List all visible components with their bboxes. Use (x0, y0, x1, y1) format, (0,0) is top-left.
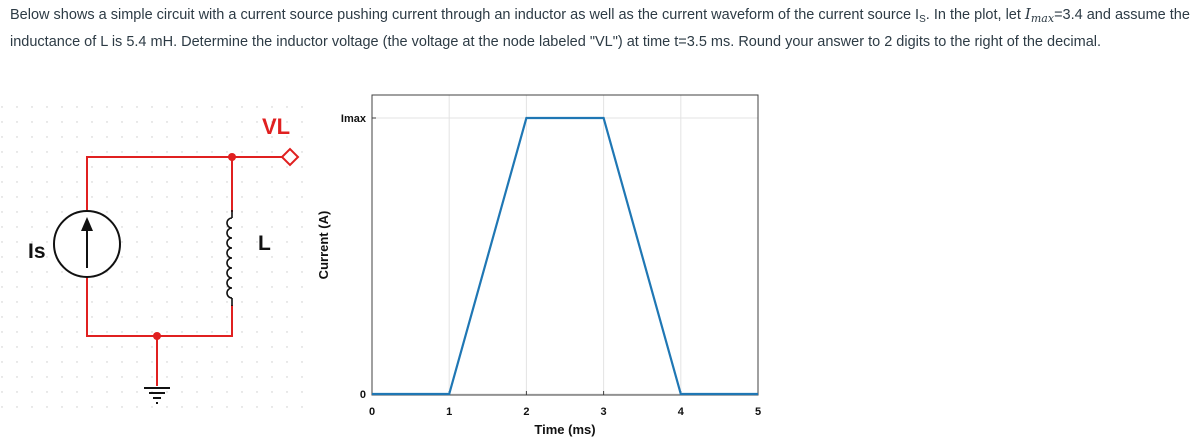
x-tick-label: 3 (601, 406, 607, 418)
plot-grid (371, 95, 759, 395)
junction-dot-bottom (153, 332, 161, 340)
x-tick-label: 2 (523, 406, 529, 418)
current-source (53, 210, 121, 278)
question-text: Below shows a simple circuit with a curr… (10, 3, 1195, 53)
x-tick-label: 1 (446, 406, 452, 418)
inductor (226, 210, 233, 306)
node-label: VL (262, 114, 290, 139)
question-part-3: and assume the inductance of L is 5.4 mH… (10, 7, 1190, 50)
y-tick-label: Imax (341, 113, 367, 125)
y-ticks: 0 Imax (341, 113, 376, 401)
imax-value: =3.4 (1054, 7, 1083, 23)
plot-axes-box (371, 94, 759, 396)
imax-subscript: max (1030, 12, 1055, 25)
source-arrow-head (81, 217, 93, 231)
wire-top (86, 156, 283, 210)
x-axis-label: Time (ms) (534, 422, 595, 437)
imax-symbol: I (1024, 5, 1031, 23)
question-part-2: . In the plot, let (925, 7, 1025, 23)
source-label: Is (28, 240, 46, 263)
vl-port-icon (280, 147, 300, 167)
current-waveform-plot: 0 1 2 3 4 5 0 Imax Current (A) Time (ms) (316, 94, 761, 437)
inductor-label: L (258, 232, 271, 255)
junction-dot-top (228, 153, 236, 161)
y-axis-label: Current (A) (316, 211, 331, 280)
ground-icon (144, 387, 170, 404)
schematic-grid (0, 95, 305, 420)
source-subscript: S (919, 14, 926, 25)
series-line (372, 116, 758, 396)
x-tick-label: 5 (755, 406, 761, 418)
x-tick-label: 4 (678, 406, 685, 418)
y-tick-label: 0 (360, 389, 366, 401)
x-tick-label: 0 (369, 406, 375, 418)
inductor-coil (226, 217, 233, 299)
circuit-diagram: Is L VL (0, 95, 305, 420)
question-part-1: Below shows a simple circuit with a curr… (10, 7, 920, 23)
